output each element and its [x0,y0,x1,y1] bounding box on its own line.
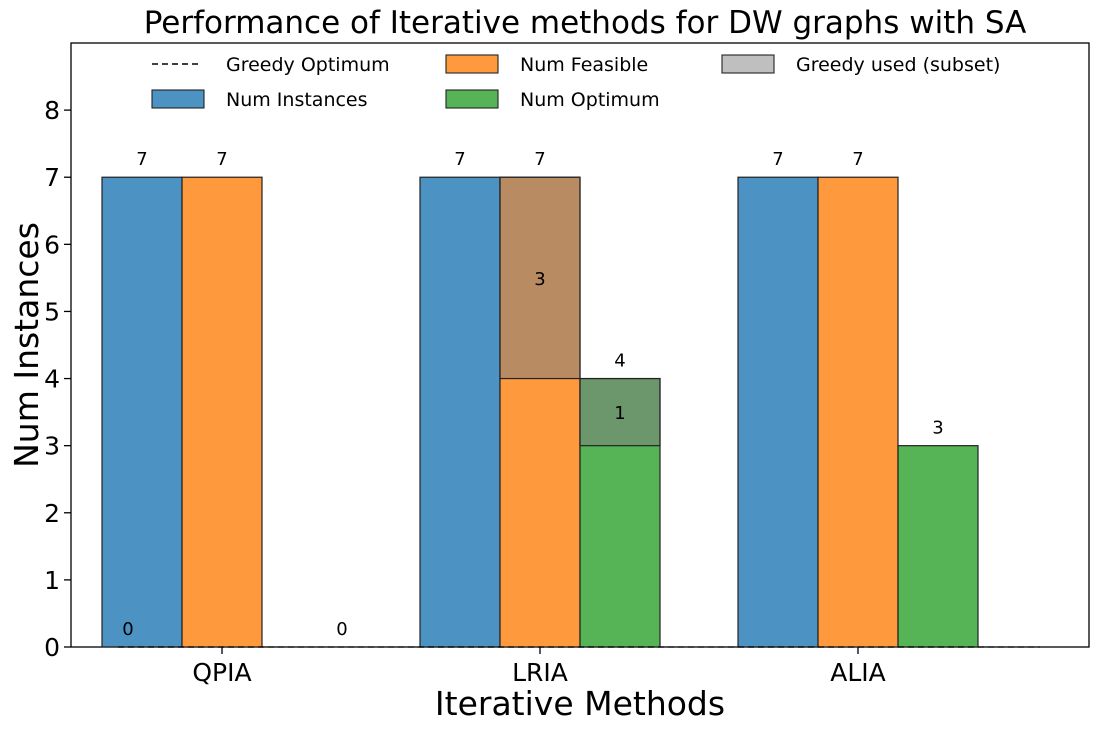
y-tick-label: 1 [44,566,60,595]
bar-value-label: 7 [534,149,545,170]
bar-value-label: 7 [772,149,783,170]
legend-item-num-instances: Num Instances [151,89,368,111]
greedy-used-label: 3 [534,269,545,290]
y-tick-label: 5 [44,297,60,326]
legend-label: Num Optimum [520,89,660,111]
x-tick-label: LRIA [512,658,568,687]
legend-label: Num Instances [226,89,368,111]
x-axis-label: Iterative Methods [435,684,725,723]
bar-value-label: 7 [852,149,863,170]
bar-num-optimum [897,445,979,648]
bar-value-label: 7 [216,149,227,170]
legend-swatch [445,54,499,74]
greedy-used-segment [579,377,661,447]
bar-num-feasible [817,176,899,648]
bar-value-label: 7 [136,149,147,170]
x-tick-label: QPIA [192,658,251,687]
bar-num-instances [101,176,183,648]
y-tick-label: 6 [44,230,60,259]
legend-label: Greedy Optimum [226,54,390,76]
y-tick-label: 8 [44,96,60,125]
bar-labels: 7 7 7 7 7 7 4 3 [136,149,943,438]
legend-swatch [445,89,499,109]
bar-num-feasible [181,176,263,648]
bar-num-instances [419,176,501,648]
y-tick-label: 0 [44,633,60,662]
legend-swatch [721,54,775,74]
y-axis-label: Num Instances [7,222,46,468]
legend: Greedy Optimum Num Instances Num Feasible N… [151,54,1000,111]
y-tick-label: 2 [44,499,60,528]
greedy-optimum-label: 0 [336,619,347,640]
legend-item-num-optimum: Num Optimum [445,89,660,111]
legend-label: Num Feasible [520,54,648,76]
greedy-used-segment [499,176,581,380]
bar-value-label: 7 [454,149,465,170]
legend-item-num-feasible: Num Feasible [445,54,648,76]
bar-num-instances [737,176,819,648]
greedy-used-label: 1 [614,403,625,424]
greedy-optimum-label: 0 [122,619,133,640]
y-tick-label: 7 [44,163,60,192]
y-tick-label: 4 [44,365,60,394]
bar-value-label: 3 [932,418,943,439]
chart-title: Performance of Iterative methods for DW … [144,5,1027,41]
legend-item-greedy-used-subset: Greedy used (subset) [721,54,1000,76]
y-tick-label: 3 [44,432,60,461]
bars [101,176,979,648]
legend-swatch [151,89,205,109]
legend-item-greedy-optimum: Greedy Optimum [152,54,390,76]
x-tick-label: ALIA [830,658,886,687]
x-axis: QPIA LRIA ALIA [192,647,886,687]
legend-label: Greedy used (subset) [796,54,1000,76]
greedy-overlays: 31 [499,176,661,447]
bar-value-label: 4 [614,351,625,372]
y-axis: 0 1 2 3 4 5 6 7 8 [44,96,71,662]
